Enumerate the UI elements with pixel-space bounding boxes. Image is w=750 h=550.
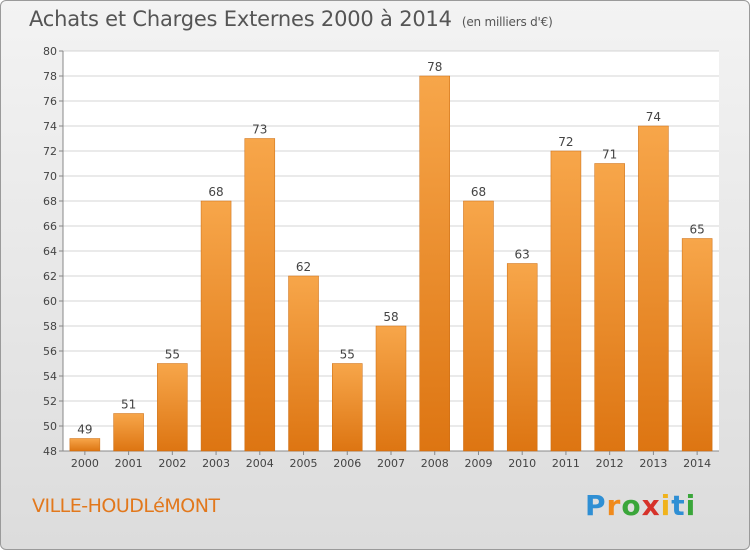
bar-value-label: 49 [77, 423, 92, 437]
proxiti-logo-letter: x [641, 489, 661, 522]
bar-value-label: 65 [689, 223, 704, 237]
bar-value-label: 62 [296, 260, 311, 274]
bar-value-label: 55 [340, 348, 355, 362]
bar [200, 200, 232, 452]
bar [244, 138, 276, 452]
y-tick-label: 62 [43, 270, 57, 283]
y-tick-label: 64 [43, 245, 57, 258]
bar [550, 150, 582, 452]
bar-value-label: 74 [646, 110, 661, 124]
bar [681, 238, 713, 452]
y-tick-label: 72 [43, 145, 57, 158]
x-tick-label: 2011 [552, 457, 580, 470]
bar [419, 75, 450, 452]
y-tick-label: 70 [43, 170, 57, 183]
bar [332, 363, 363, 452]
bar [506, 263, 538, 452]
x-tick-label: 2005 [290, 457, 318, 470]
y-tick-label: 74 [43, 120, 57, 133]
bar [375, 325, 407, 452]
bar [69, 438, 101, 452]
bar [157, 363, 188, 452]
chart-unit-note: (en milliers d'€) [461, 15, 553, 29]
bar [594, 163, 625, 452]
proxiti-logo-letter: i [685, 489, 697, 522]
y-tick-label: 54 [43, 370, 57, 383]
y-tick-label: 78 [43, 70, 57, 83]
proxiti-logo-letter: i [660, 489, 672, 522]
x-tick-label: 2000 [71, 457, 99, 470]
x-tick-label: 2009 [464, 457, 492, 470]
bar [463, 200, 494, 452]
y-tick-label: 76 [43, 95, 57, 108]
x-tick-label: 2014 [683, 457, 711, 470]
y-tick-label: 48 [43, 445, 57, 458]
bar-value-label: 71 [602, 148, 617, 162]
x-tick-label: 2008 [421, 457, 449, 470]
bar [288, 275, 319, 452]
y-tick-label: 50 [43, 420, 57, 433]
bar-value-label: 58 [383, 310, 398, 324]
x-tick-label: 2002 [158, 457, 186, 470]
bar-value-label: 78 [427, 60, 442, 74]
y-tick-label: 66 [43, 220, 57, 233]
proxiti-logo-letter: t [671, 489, 686, 522]
proxiti-logo-letter: r [606, 489, 622, 522]
chart-title: Achats et Charges Externes 2000 à 2014 (e… [29, 7, 553, 31]
x-tick-label: 2007 [377, 457, 405, 470]
bar-value-label: 68 [208, 185, 223, 199]
x-tick-label: 2004 [246, 457, 274, 470]
bar [113, 413, 144, 452]
chart-title-text: Achats et Charges Externes 2000 à 2014 [29, 7, 452, 31]
y-tick-label: 68 [43, 195, 57, 208]
bar-value-label: 73 [252, 123, 267, 137]
place-name: VILLE-HOUDLéMONT [32, 495, 220, 517]
x-tick-label: 2012 [596, 457, 624, 470]
x-tick-label: 2013 [639, 457, 667, 470]
bar-value-label: 63 [515, 248, 530, 262]
x-tick-label: 2001 [115, 457, 143, 470]
x-tick-label: 2006 [333, 457, 361, 470]
y-tick-label: 58 [43, 320, 57, 333]
y-tick-label: 56 [43, 345, 57, 358]
bar-value-label: 55 [165, 348, 180, 362]
bar-value-label: 68 [471, 185, 486, 199]
bar [638, 125, 669, 452]
y-tick-label: 80 [43, 45, 57, 58]
proxiti-logo-letter: P [585, 489, 607, 522]
proxiti-logo: Proxiti [585, 489, 696, 522]
proxiti-logo-letter: o [621, 489, 642, 522]
bar-value-label: 51 [121, 398, 136, 412]
x-tick-label: 2003 [202, 457, 230, 470]
y-tick-label: 60 [43, 295, 57, 308]
y-tick-label: 52 [43, 395, 57, 408]
bar-value-label: 72 [558, 135, 573, 149]
x-tick-label: 2010 [508, 457, 536, 470]
